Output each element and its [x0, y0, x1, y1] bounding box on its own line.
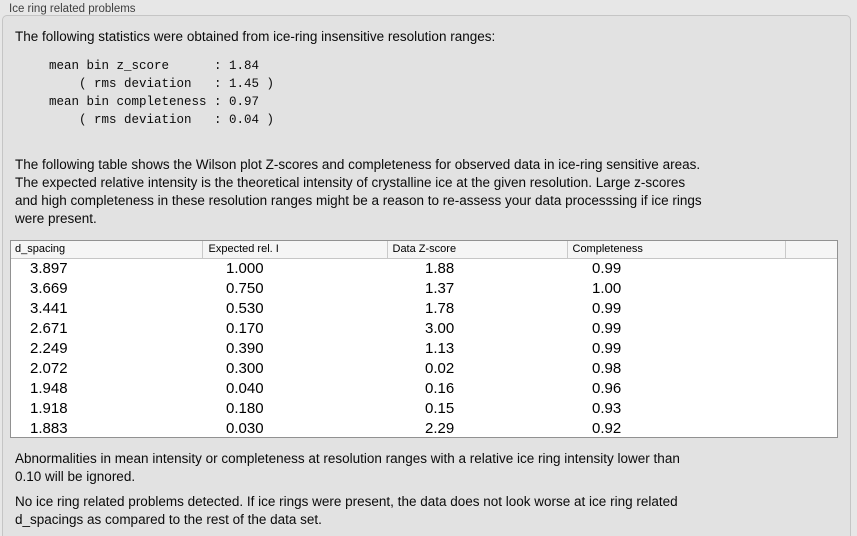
table-cell: 1.13 [425, 339, 455, 357]
table-header-row: d_spacing Expected rel. I Data Z-score C… [11, 241, 837, 259]
table-cell-empty [785, 338, 837, 358]
table-cell: 2.249 [30, 339, 68, 357]
table-row[interactable]: 3.897 1.000 1.88 0.99 [11, 258, 837, 278]
table-cell: 1.00 [592, 279, 622, 297]
table-cell: 0.02 [425, 359, 455, 377]
column-header-empty[interactable] [785, 241, 837, 259]
column-header-completeness[interactable]: Completeness [567, 241, 786, 259]
table-row[interactable]: 2.072 0.300 0.02 0.98 [11, 358, 837, 378]
table-cell: 1.88 [425, 259, 455, 277]
column-header-expected-rel-i[interactable]: Expected rel. I [202, 241, 388, 259]
table-cell: 0.030 [226, 419, 264, 437]
table-cell: 0.99 [592, 319, 622, 337]
table-cell: 0.170 [226, 319, 264, 337]
groupbox-panel: The following statistics were obtained f… [2, 15, 851, 536]
ignore-threshold-note: Abnormalities in mean intensity or compl… [15, 451, 680, 484]
table-cell: 3.441 [30, 299, 68, 317]
table-cell: 1.37 [425, 279, 455, 297]
intro-text: The following statistics were obtained f… [15, 29, 496, 44]
table-cell: 0.15 [425, 399, 455, 417]
table-cell: 0.93 [592, 399, 622, 417]
table-cell: 2.29 [425, 419, 455, 437]
table-cell: 1.000 [226, 259, 264, 277]
table-cell: 0.040 [226, 379, 264, 397]
column-header-data-z-score[interactable]: Data Z-score [387, 241, 568, 259]
table-cell: 0.180 [226, 399, 264, 417]
ice-ring-table: d_spacing Expected rel. I Data Z-score C… [10, 240, 838, 438]
table-cell: 1.948 [30, 379, 68, 397]
table-description: The following table shows the Wilson plo… [15, 157, 702, 226]
table-cell-empty [785, 418, 837, 438]
table-row[interactable]: 1.883 0.030 2.29 0.92 [11, 418, 837, 438]
table-cell: 3.897 [30, 259, 68, 277]
table-row[interactable]: 2.671 0.170 3.00 0.99 [11, 318, 837, 338]
table-row[interactable]: 2.249 0.390 1.13 0.99 [11, 338, 837, 358]
table-cell: 3.669 [30, 279, 68, 297]
table-row[interactable]: 3.441 0.530 1.78 0.99 [11, 298, 837, 318]
table-cell: 0.750 [226, 279, 264, 297]
table-cell-empty [785, 358, 837, 378]
table-cell: 3.00 [425, 319, 455, 337]
table-cell: 0.390 [226, 339, 264, 357]
table-cell: 0.99 [592, 339, 622, 357]
table-cell: 1.78 [425, 299, 455, 317]
table-cell-empty [785, 298, 837, 318]
table-cell: 1.918 [30, 399, 68, 417]
table-cell-empty [785, 278, 837, 298]
table-row[interactable]: 1.948 0.040 0.16 0.96 [11, 378, 837, 398]
table-row[interactable]: 3.669 0.750 1.37 1.00 [11, 278, 837, 298]
table-cell-empty [785, 318, 837, 338]
conclusion-note: No ice ring related problems detected. I… [15, 494, 678, 527]
table-cell: 1.883 [30, 419, 68, 437]
table-cell: 0.530 [226, 299, 264, 317]
table-row[interactable]: 1.918 0.180 0.15 0.93 [11, 398, 837, 418]
table-cell: 0.99 [592, 259, 622, 277]
table-cell: 0.98 [592, 359, 622, 377]
stats-block: mean bin z_score : 1.84 ( rms deviation … [49, 59, 275, 127]
table-cell: 0.92 [592, 419, 622, 437]
table-cell-empty [785, 258, 837, 278]
table-cell: 0.99 [592, 299, 622, 317]
table-cell-empty [785, 398, 837, 418]
table-cell-empty [785, 378, 837, 398]
table-cell: 2.671 [30, 319, 68, 337]
table-cell: 0.300 [226, 359, 264, 377]
table-cell: 0.16 [425, 379, 455, 397]
groupbox-title: Ice ring related problems [9, 3, 136, 15]
column-header-d-spacing[interactable]: d_spacing [11, 241, 203, 259]
table-cell: 0.96 [592, 379, 622, 397]
table-cell: 2.072 [30, 359, 68, 377]
